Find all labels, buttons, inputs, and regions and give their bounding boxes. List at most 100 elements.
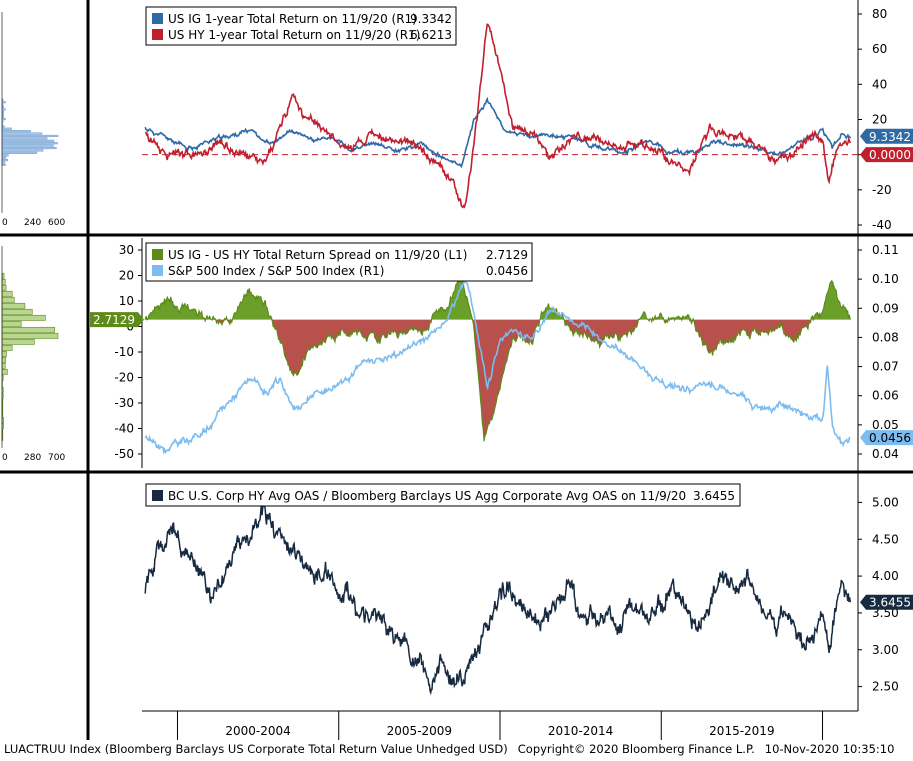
mid-right-tick-label: 0.10 xyxy=(872,272,899,286)
top-histogram-bar xyxy=(1,146,57,150)
mid-tag-ratio: 0.0456 xyxy=(860,430,913,446)
mid-legend-value: 2.7129 xyxy=(486,248,528,262)
top-tag-zero-shape xyxy=(860,147,913,163)
top-histogram-tick: 600 xyxy=(48,218,65,228)
mid-right-tick-label: 0.11 xyxy=(872,243,899,257)
top-histogram-bar xyxy=(1,139,55,142)
mid-left-tick-label: -50 xyxy=(114,447,134,461)
mid-spread-line xyxy=(144,271,851,442)
top-histogram-bar xyxy=(1,144,54,147)
top-histogram-bar xyxy=(1,154,9,157)
top-ytick-label: 40 xyxy=(872,77,887,91)
top-histogram-bar xyxy=(1,156,7,159)
top-histogram-bar xyxy=(1,161,6,164)
mid-ratio-line xyxy=(144,280,851,455)
mid-left-tick-label: 10 xyxy=(119,294,134,308)
mid-tag-spread: 2.7129 xyxy=(90,312,144,328)
top-legend-name: US HY 1-year Total Return on 11/9/20 (R1… xyxy=(168,28,420,42)
mid-histogram-bar xyxy=(1,296,15,303)
top-histogram-bar xyxy=(1,127,13,130)
top-histogram-bar xyxy=(1,158,9,162)
mid-legend-value: 0.0456 xyxy=(486,264,528,278)
mid-left-tick-label: -40 xyxy=(114,422,134,436)
bottom-legend-box xyxy=(145,483,741,507)
mid-tag-spread-shape xyxy=(90,312,144,328)
mid-histogram-bar xyxy=(1,332,59,339)
bottom-tag-shape xyxy=(860,594,913,610)
top-histogram-bar xyxy=(1,142,58,145)
bottom-ytick-label: 3.00 xyxy=(872,643,899,657)
top-histogram-bar xyxy=(1,132,43,135)
footer-copyright: Copyright© 2020 Bloomberg Finance L.P. xyxy=(517,742,755,756)
top-tag-ig-shape xyxy=(860,128,913,144)
mid-histogram-bar xyxy=(1,314,46,321)
x-category-label: 2000-2004 xyxy=(225,724,290,738)
mid-histogram: 0 280 700 xyxy=(1,246,65,463)
top-tag-ig-text: 9.3342 xyxy=(869,130,911,144)
top-series-1-line xyxy=(144,96,852,169)
top-legend-value: 9.3342 xyxy=(410,12,452,26)
mid-histogram-bar xyxy=(1,308,33,315)
mid-legend-swatch xyxy=(152,265,163,276)
mid-histogram-tick: 0 xyxy=(2,453,8,463)
bottom-ytick-label: 5.00 xyxy=(872,495,899,509)
top-legend: US IG 1-year Total Return on 11/9/20 (R1… xyxy=(145,6,457,46)
mid-left-tick-label: -20 xyxy=(114,371,134,385)
top-legend-value: 6.6213 xyxy=(410,28,452,42)
top-ytick-label: 80 xyxy=(872,7,887,21)
mid-histogram-bar xyxy=(1,290,13,297)
top-tag-zero: 0.0000 xyxy=(860,147,913,163)
top-histogram-bar xyxy=(1,137,48,140)
background xyxy=(0,0,913,740)
mid-right-tick-label: 0.04 xyxy=(872,447,899,461)
mid-histogram-bar xyxy=(1,338,35,345)
footer-index-text: LUACTRUU Index (Bloomberg Barclays US Co… xyxy=(4,742,508,756)
mid-left-tick-label: -10 xyxy=(114,345,134,359)
top-legend-swatch xyxy=(152,29,163,40)
top-ytick-label: -40 xyxy=(872,218,892,232)
mid-histogram-bar xyxy=(1,368,8,375)
top-legend-name: US IG 1-year Total Return on 11/9/20 (R1… xyxy=(168,12,417,26)
mid-histogram-bar xyxy=(1,362,6,369)
top-histogram-bar xyxy=(1,101,6,104)
top-ytick-label: 20 xyxy=(872,113,887,127)
mid-right-tick-label: 0.05 xyxy=(872,418,899,432)
bottom-tag-text: 3.6455 xyxy=(869,596,911,610)
top-histogram-bar xyxy=(1,117,6,121)
top-histogram: 0 240 600 xyxy=(1,12,65,228)
mid-right-tick-label: 0.06 xyxy=(872,389,899,403)
mid-legend-name: US IG - US HY Total Return Spread on 11/… xyxy=(168,248,467,262)
top-histogram-tick: 0 xyxy=(2,218,8,228)
mid-histogram-bar xyxy=(1,284,7,291)
top-tag-zero-text: 0.0000 xyxy=(869,148,911,162)
mid-left-tick-label: 20 xyxy=(119,269,134,283)
top-legend-swatch xyxy=(152,13,163,24)
top-histogram-tick: 240 xyxy=(24,218,41,228)
bottom-legend-name: BC U.S. Corp HY Avg OAS / Bloomberg Barc… xyxy=(168,489,686,503)
mid-histogram-bar xyxy=(1,320,22,327)
top-legend-box xyxy=(145,6,457,46)
top-histogram-bar xyxy=(1,151,38,154)
top-histogram-bar xyxy=(1,130,31,133)
top-histogram-bar xyxy=(1,149,44,152)
mid-spread-negative-area xyxy=(145,319,851,442)
mid-tag-spread-text: 2.7129 xyxy=(93,313,135,327)
mid-left-tick-label: 30 xyxy=(119,243,134,257)
mid-histogram-tick: 700 xyxy=(48,453,65,463)
mid-tag-ratio-text: 0.0456 xyxy=(869,431,911,445)
top-ytick-label: 60 xyxy=(872,42,887,56)
bottom-ytick-label: 2.50 xyxy=(872,680,899,694)
mid-right-tick-label: 0.09 xyxy=(872,301,899,315)
top-ytick-label: -20 xyxy=(872,183,892,197)
mid-right-tick-label: 0.07 xyxy=(872,360,899,374)
x-category-label: 2010-2014 xyxy=(548,724,613,738)
bottom-ytick-label: 4.00 xyxy=(872,569,899,583)
bottom-legend-value: 3.6455 xyxy=(693,489,735,503)
bottom-legend: BC U.S. Corp HY Avg OAS / Bloomberg Barc… xyxy=(145,483,741,507)
mid-left-tick-label: -30 xyxy=(114,396,134,410)
bottom-tag: 3.6455 xyxy=(860,594,913,610)
bottom-legend-swatch xyxy=(152,490,163,501)
top-histogram-bar xyxy=(1,108,6,111)
mid-legend-name: S&P 500 Index / S&P 500 Index (R1) xyxy=(168,264,384,278)
mid-histogram-tick: 280 xyxy=(24,453,41,463)
